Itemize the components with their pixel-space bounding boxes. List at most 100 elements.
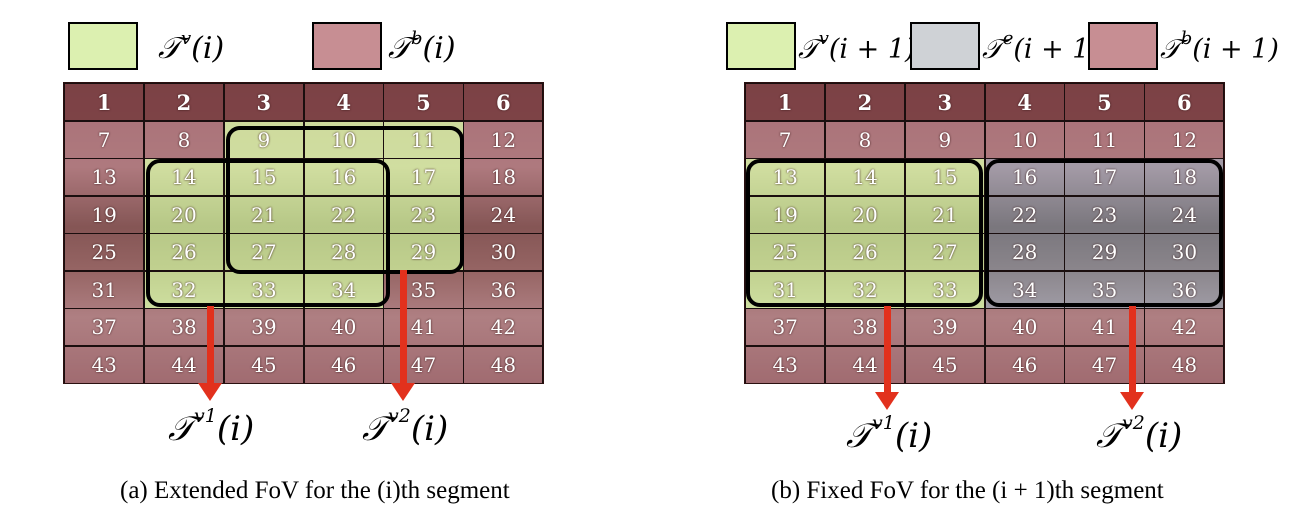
tile-33: 33 — [223, 270, 304, 309]
tile-3: 3 — [904, 83, 985, 121]
legend-swatch-viewport — [68, 22, 138, 70]
label-v2-b: 𝒯v2(i) — [1096, 412, 1182, 456]
legend-arg: (i) — [422, 31, 456, 66]
tile-19: 19 — [64, 195, 145, 234]
label-sup: v1 — [872, 412, 895, 434]
legend-label-background: 𝒯b(i) — [388, 28, 456, 66]
tile-30: 30 — [1144, 233, 1224, 271]
tile-14: 14 — [824, 158, 906, 196]
tile-47: 47 — [383, 345, 464, 383]
arrow-shaft-v2-b — [1129, 306, 1136, 392]
tile-15: 15 — [223, 158, 304, 196]
tile-41: 41 — [383, 308, 464, 346]
tile-29: 29 — [383, 233, 464, 271]
arrow-shaft-v1-b — [884, 306, 891, 392]
panel-a: 𝒯v(i) 𝒯b(i) 1 2 3 4 5 6 7 8 9 10 11 12 13 14 15 16 17 18 1… — [63, 22, 544, 504]
legend-sup: v — [180, 28, 192, 49]
tile-24: 24 — [463, 195, 543, 234]
legend-label-viewport: 𝒯v(i + 1) — [798, 28, 916, 66]
tile-9: 9 — [904, 120, 985, 159]
tile-37: 37 — [64, 308, 145, 346]
label-symbol: 𝒯 — [846, 416, 873, 456]
label-arg: (i) — [894, 416, 933, 456]
tile-7: 7 — [64, 120, 145, 159]
tile-18: 18 — [463, 158, 543, 196]
legend-symbol: 𝒯 — [982, 34, 1003, 65]
legend-sup: b — [1180, 28, 1193, 49]
tile-23: 23 — [383, 195, 464, 234]
arrow-shaft-v1-a — [207, 306, 214, 383]
tile-31: 31 — [64, 270, 145, 309]
tile-21: 21 — [904, 195, 985, 234]
tile-45: 45 — [904, 345, 985, 383]
legend-label-extra: 𝒯e(i + 1) — [982, 28, 1100, 66]
tile-48: 48 — [463, 345, 543, 383]
tile-27: 27 — [904, 233, 985, 271]
tile-20: 20 — [143, 195, 225, 234]
legend-arg: (i + 1) — [1013, 34, 1101, 65]
tile-3: 3 — [223, 83, 304, 121]
tile-35: 35 — [1064, 270, 1145, 309]
tile-26: 26 — [143, 233, 225, 271]
tile-42: 42 — [463, 308, 543, 346]
arrow-head-v2-b — [1120, 392, 1144, 410]
label-sup: v2 — [388, 405, 411, 427]
legend-sup: e — [1002, 28, 1014, 49]
tile-1: 1 — [64, 83, 145, 121]
tile-1: 1 — [745, 83, 826, 121]
tile-11: 11 — [1064, 120, 1145, 159]
tile-36: 36 — [463, 270, 543, 309]
label-v2-a: 𝒯v2(i) — [362, 405, 448, 449]
tile-12: 12 — [463, 120, 543, 159]
tile-6: 6 — [1144, 83, 1224, 121]
legend-symbol: 𝒯 — [388, 31, 411, 66]
tile-40: 40 — [303, 308, 384, 346]
tile-5: 5 — [1064, 83, 1145, 121]
tile-10: 10 — [984, 120, 1065, 159]
tile-8: 8 — [824, 120, 906, 159]
arrow-head-v1-a — [198, 383, 222, 401]
legend-symbol: 𝒯 — [158, 31, 181, 66]
legend-sup: b — [410, 28, 423, 49]
tile-14: 14 — [143, 158, 225, 196]
tile-grid-b: 1 2 3 4 5 6 7 8 9 10 11 12 13 14 15 16 17 18 19 20 21 22 23 24 2… — [744, 82, 1225, 384]
tile-8: 8 — [143, 120, 225, 159]
label-v1-a: 𝒯v1(i) — [168, 405, 254, 449]
legend-arg: (i + 1) — [828, 34, 916, 65]
label-sup: v2 — [1122, 412, 1145, 434]
legend-swatch-viewport — [726, 22, 796, 70]
tile-43: 43 — [64, 345, 145, 383]
arrow-head-v2-a — [391, 383, 415, 401]
label-symbol: 𝒯 — [1096, 416, 1123, 456]
tile-42: 42 — [1144, 308, 1224, 346]
caption-b: (b) Fixed FoV for the (i + 1)th segment — [771, 477, 1164, 504]
tile-37: 37 — [745, 308, 826, 346]
arrow-head-v1-b — [875, 392, 899, 410]
legend-arg: (i + 1) — [1192, 34, 1279, 65]
label-v1-b: 𝒯v1(i) — [846, 412, 932, 456]
fov-box-v1-b — [746, 159, 983, 307]
tile-5: 5 — [383, 83, 464, 121]
tile-4: 4 — [303, 83, 384, 121]
tile-26: 26 — [824, 233, 906, 271]
tile-4: 4 — [984, 83, 1065, 121]
tile-46: 46 — [303, 345, 384, 383]
tile-13: 13 — [64, 158, 145, 196]
label-arg: (i) — [216, 409, 255, 449]
tile-22: 22 — [303, 195, 384, 234]
tile-25: 25 — [64, 233, 145, 271]
tile-7: 7 — [745, 120, 826, 159]
tile-39: 39 — [223, 308, 304, 346]
tile-45: 45 — [223, 345, 304, 383]
tile-6: 6 — [463, 83, 543, 121]
tile-13: 13 — [745, 158, 826, 196]
label-arg: (i) — [410, 409, 449, 449]
tile-35: 35 — [383, 270, 464, 309]
legend-swatch-background — [1088, 22, 1158, 70]
tile-23: 23 — [1064, 195, 1145, 234]
tile-32: 32 — [824, 270, 906, 309]
legend-symbol: 𝒯 — [798, 34, 819, 65]
label-arg: (i) — [1144, 416, 1183, 456]
tile-2: 2 — [824, 83, 906, 121]
